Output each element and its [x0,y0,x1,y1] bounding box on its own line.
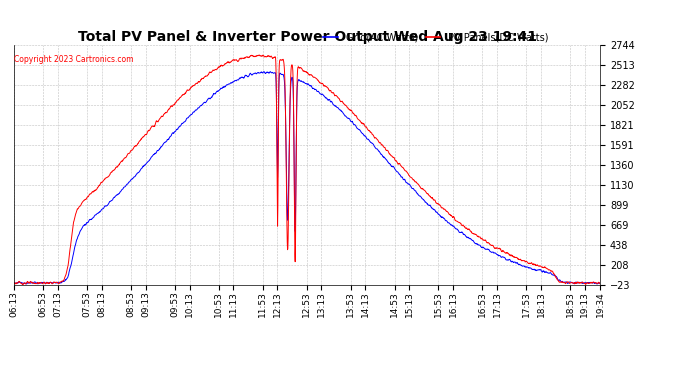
Legend: Grid(AC Watts), PV Panels(DC Watts): Grid(AC Watts), PV Panels(DC Watts) [319,28,553,46]
Title: Total PV Panel & Inverter Power Output Wed Aug 23 19:41: Total PV Panel & Inverter Power Output W… [77,30,537,44]
Text: Copyright 2023 Cartronics.com: Copyright 2023 Cartronics.com [14,54,134,63]
